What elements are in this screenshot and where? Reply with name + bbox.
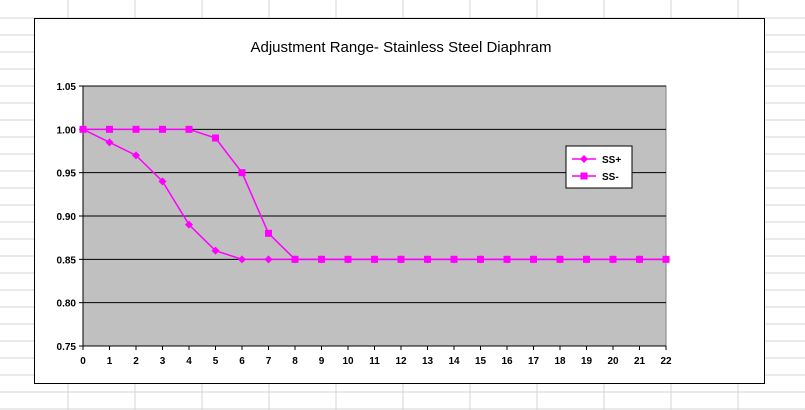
series-1-point — [185, 220, 193, 229]
x-tick-label: 6 — [239, 356, 245, 367]
legend-box — [565, 145, 633, 189]
legend-label: SS+ — [602, 155, 621, 166]
legend-marker — [580, 172, 588, 180]
series-2-point — [424, 255, 431, 263]
series-1-point — [158, 177, 167, 186]
series-2-point — [662, 255, 670, 263]
series-1-point — [211, 246, 220, 255]
plot-area: 0.750.800.850.900.951.001.050 1 2 3 4 5 6 7 8 9 10… — [57, 82, 672, 367]
y-tick-label: 1.05 — [57, 82, 77, 93]
chart-object[interactable]: Adjustment Range- Stainless Steel Diaphr… — [34, 18, 765, 384]
series-2-point — [291, 255, 299, 263]
x-tick-label: 7 — [266, 356, 272, 367]
y-tick-label: 0.80 — [57, 299, 77, 310]
series-2-point — [344, 255, 352, 263]
series-1-point — [132, 151, 140, 160]
series-2-point — [106, 125, 113, 133]
x-tick-label: 8 — [292, 356, 298, 367]
x-tick-label: 17 — [528, 356, 540, 367]
series-2-point — [583, 255, 590, 263]
y-tick-label: 0.90 — [57, 212, 77, 223]
series-2-point — [318, 255, 325, 263]
x-tick-label: 14 — [448, 356, 460, 367]
legend: SS+ SS- — [565, 145, 633, 189]
series-2-point — [503, 255, 511, 263]
series-2-point — [79, 125, 87, 133]
series-2-point — [185, 125, 193, 133]
x-tick-label: 21 — [634, 356, 646, 367]
x-tick-label: 0 — [80, 356, 86, 367]
series-2-point — [265, 229, 272, 237]
y-tick-label: 0.75 — [57, 342, 77, 353]
y-tick-label: 1.00 — [57, 125, 77, 136]
legend-label: SS- — [602, 172, 619, 183]
series-2-point — [556, 255, 564, 263]
series-2-point — [609, 255, 617, 263]
x-tick-label: 2 — [133, 356, 139, 367]
x-tick-label: 20 — [607, 356, 619, 367]
x-tick-label: 5 — [213, 356, 219, 367]
series-2-point — [636, 255, 643, 263]
x-tick-label: 9 — [319, 356, 325, 367]
series-2-point — [530, 255, 537, 263]
x-tick-label: 13 — [422, 356, 434, 367]
series-2-point — [212, 134, 219, 142]
chart-canvas: Adjustment Range- Stainless Steel Diaphr… — [57, 39, 672, 367]
x-tick-label: 4 — [186, 356, 192, 367]
x-tick-label: 15 — [475, 356, 487, 367]
x-tick-label: 16 — [501, 356, 513, 367]
x-tick-label: 12 — [395, 356, 407, 367]
series-2-point — [159, 125, 166, 133]
series-2-point — [238, 169, 246, 177]
x-tick-label: 11 — [369, 356, 380, 367]
series-2-point — [477, 255, 484, 263]
y-tick-label: 0.85 — [57, 255, 77, 266]
x-tick-label: 3 — [160, 356, 166, 367]
series-2-point — [397, 255, 405, 263]
x-tick-label: 10 — [342, 356, 354, 367]
x-tick-label: 22 — [660, 356, 672, 367]
x-tick-label: 1 — [107, 356, 113, 367]
series-2-point — [450, 255, 458, 263]
series-2-point — [132, 125, 140, 133]
legend-marker — [580, 155, 588, 163]
y-tick-label: 0.95 — [57, 169, 77, 180]
series-2-point — [371, 255, 378, 263]
chart-title: Adjustment Range- Stainless Steel Diaphr… — [251, 39, 552, 56]
series-1-point — [105, 138, 114, 147]
x-tick-label: 19 — [581, 356, 593, 367]
x-tick-label: 18 — [554, 356, 566, 367]
